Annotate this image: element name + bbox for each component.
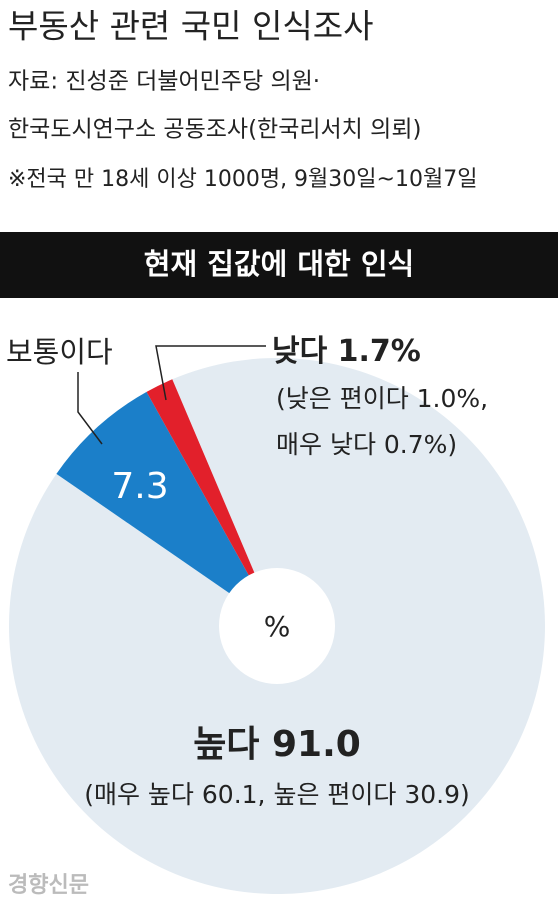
chart-title: 부동산 관련 국민 인식조사	[8, 7, 373, 46]
annotation: (매우 높다 60.1, 높은 편이다 30.9)	[84, 780, 470, 809]
leader-line	[77, 372, 103, 445]
value-label: 7.3	[111, 466, 168, 507]
slice-label-group: 높다 91.0	[193, 724, 361, 765]
source-line: 자료: 진성준 더불어민주당 의원·	[8, 69, 320, 95]
slice-label: 낮다	[272, 334, 328, 369]
credit: 경향신문	[8, 873, 89, 898]
slice-label-group: 낮다 1.7%	[272, 334, 421, 369]
pie-slice	[56, 391, 278, 626]
annotation: 매우 낮다 0.7%)	[276, 430, 457, 459]
source-line: ※전국 만 18세 이상 1000명, 9월30일~10월7일	[8, 167, 477, 192]
value-label: 1.7%	[338, 334, 421, 369]
pie-slice	[146, 379, 277, 626]
leader-line	[155, 345, 266, 401]
subtitle: 현재 집값에 대한 인식	[144, 247, 414, 281]
value-label: 91.0	[272, 724, 361, 765]
slice-label: 높다	[193, 724, 259, 765]
unit-label: %	[264, 610, 291, 643]
annotation: (낮은 편이다 1.0%,	[276, 384, 488, 413]
source-line: 한국도시연구소 공동조사(한국리서치 의뢰)	[8, 117, 421, 143]
slice-label: 보통이다	[6, 335, 113, 369]
donut-hole	[219, 568, 335, 684]
subtitle-bar	[0, 232, 558, 298]
